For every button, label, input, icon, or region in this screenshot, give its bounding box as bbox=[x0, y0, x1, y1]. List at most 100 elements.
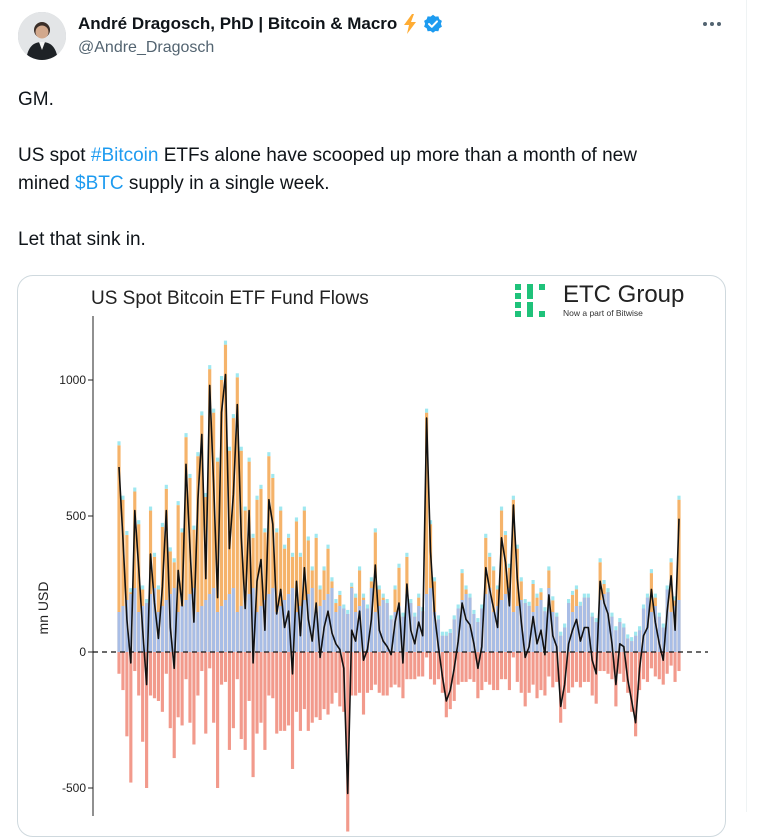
verified-badge-icon[interactable] bbox=[423, 14, 443, 34]
inflow-bar-segment bbox=[586, 597, 590, 652]
inflow-bar-segment bbox=[314, 612, 318, 652]
inflow-bar-cap bbox=[488, 552, 492, 557]
inflow-bar-segment bbox=[326, 594, 330, 652]
inflow-bar-segment bbox=[622, 627, 626, 652]
outflow-bar bbox=[436, 652, 441, 680]
inflow-bar-cap bbox=[630, 637, 634, 642]
inflow-bar-cap bbox=[306, 536, 310, 541]
outflow-bar bbox=[302, 652, 306, 710]
inflow-bar-segment bbox=[582, 597, 586, 652]
inflow-bar-cap bbox=[239, 446, 243, 451]
inflow-bar-cap bbox=[129, 588, 133, 593]
outflow-bar bbox=[152, 652, 157, 699]
outflow-bar bbox=[397, 652, 401, 688]
inflow-bar-segment bbox=[180, 606, 184, 652]
inflow-bar-segment bbox=[302, 600, 306, 652]
inflow-bar bbox=[314, 537, 318, 652]
inflow-bar-segment bbox=[653, 606, 657, 652]
inflow-bar-segment bbox=[574, 606, 579, 652]
y-axis-label: mn USD bbox=[35, 582, 51, 635]
inflow-bar-cap bbox=[511, 495, 515, 500]
outflow-bar bbox=[401, 652, 405, 699]
inflow-bar-cap bbox=[298, 552, 302, 557]
inflow-bar-cap bbox=[117, 441, 121, 446]
outflow-bar bbox=[219, 652, 224, 685]
outflow-bar bbox=[346, 652, 350, 832]
inflow-bar-cap bbox=[428, 520, 433, 525]
inflow-bar-segment bbox=[649, 612, 653, 652]
inflow-bar-cap bbox=[176, 501, 180, 506]
y-tick-label: 1000 bbox=[59, 373, 86, 387]
outflow-bar bbox=[117, 652, 121, 674]
inflow-bar-cap bbox=[586, 593, 590, 598]
inflow-bar-cap bbox=[373, 528, 377, 533]
inflow-bar-cap bbox=[318, 585, 322, 590]
inflow-bar-segment bbox=[598, 600, 602, 652]
inflow-bar-segment bbox=[452, 619, 456, 652]
outflow-bar bbox=[365, 652, 370, 693]
inflow-bar-segment bbox=[393, 612, 397, 652]
inflow-bar-segment bbox=[657, 616, 661, 652]
inflow-bar-cap bbox=[188, 473, 192, 478]
outflow-bar bbox=[334, 652, 338, 693]
inflow-bar-cap bbox=[456, 604, 460, 609]
author-name[interactable]: André Dragosch, PhD | Bitcoin & Macro bbox=[78, 14, 398, 33]
inflow-bar-cap bbox=[251, 533, 255, 538]
inflow-bar-segment bbox=[346, 613, 350, 652]
inflow-bar bbox=[275, 532, 279, 652]
outflow-bar bbox=[468, 652, 472, 680]
outflow-bar bbox=[141, 652, 145, 742]
inflow-bar-cap bbox=[547, 566, 551, 571]
inflow-bar-segment bbox=[361, 600, 366, 652]
more-options-icon[interactable] bbox=[700, 12, 724, 36]
inflow-bar-segment bbox=[365, 608, 370, 652]
inflow-bar-cap bbox=[606, 588, 610, 593]
y-tick-label: -500 bbox=[62, 781, 86, 795]
cashtag-link[interactable]: $BTC bbox=[75, 173, 124, 194]
inflow-bar-segment bbox=[563, 627, 567, 652]
inflow-bar-cap bbox=[515, 544, 519, 549]
inflow-bar-cap bbox=[440, 631, 444, 636]
inflow-bar-segment bbox=[212, 588, 216, 652]
inflow-bar-cap bbox=[290, 552, 295, 557]
outflow-bar bbox=[145, 652, 149, 788]
hashtag-link[interactable]: #Bitcoin bbox=[90, 145, 159, 166]
inflow-bar-segment bbox=[231, 588, 235, 652]
inflow-bar-cap bbox=[519, 577, 523, 582]
inflow-bar-cap bbox=[346, 609, 350, 614]
inflow-bar bbox=[231, 418, 235, 652]
outflow-bar bbox=[239, 652, 243, 740]
outflow-bar bbox=[677, 652, 681, 672]
inflow-bar-segment bbox=[634, 635, 638, 652]
outflow-bar bbox=[393, 652, 397, 685]
outflow-bar bbox=[661, 652, 665, 685]
inflow-bar-segment bbox=[460, 600, 464, 652]
inflow-bar bbox=[208, 369, 212, 652]
inflow-bar-cap bbox=[255, 495, 259, 500]
outflow-bar bbox=[208, 652, 212, 669]
inflow-bar-segment bbox=[531, 612, 535, 652]
inflow-bar bbox=[279, 510, 283, 652]
inflow-bar bbox=[212, 412, 216, 652]
inflow-bar bbox=[216, 461, 220, 652]
avatar[interactable] bbox=[18, 12, 66, 60]
inflow-bar-segment bbox=[196, 612, 200, 652]
outflow-bar bbox=[590, 652, 594, 696]
inflow-bar bbox=[117, 445, 121, 652]
outflow-bar bbox=[527, 652, 531, 693]
chart-image[interactable]: US Spot Bitcoin ETF Fund Flows ETC Group… bbox=[17, 275, 726, 837]
outflow-bar bbox=[417, 652, 421, 677]
author-handle[interactable]: @Andre_Dragosch bbox=[78, 39, 215, 56]
outflow-bar bbox=[267, 652, 271, 696]
inflow-bar-cap bbox=[310, 566, 314, 571]
inflow-bar bbox=[373, 532, 377, 652]
inflow-bar-segment bbox=[275, 612, 279, 652]
inflow-bar-segment bbox=[480, 608, 484, 652]
outflow-bar bbox=[511, 652, 515, 658]
inflow-bar-segment bbox=[492, 612, 496, 652]
outflow-bar bbox=[460, 652, 464, 682]
inflow-bar-segment bbox=[310, 588, 314, 652]
inflow-bar-cap bbox=[326, 544, 330, 549]
inflow-bar-segment bbox=[496, 606, 500, 652]
outflow-bar bbox=[298, 652, 302, 731]
